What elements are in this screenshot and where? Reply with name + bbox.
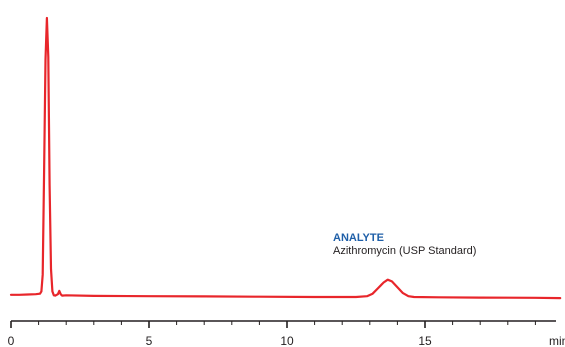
x-axis-ticks: 0 5 10 15 (8, 321, 536, 347)
analyte-annotation-text: Azithromycin (USP Standard) (333, 245, 476, 257)
chromatogram-trace-0 (9, 16, 562, 300)
series-layer (9, 16, 562, 300)
annotation-layer: ANALYTE Azithromycin (USP Standard) (333, 232, 476, 257)
x-tick-label: 10 (280, 334, 294, 347)
x-tick-label: 15 (418, 334, 432, 347)
x-axis-unit-label: min (549, 334, 565, 347)
x-tick-label: 0 (8, 334, 15, 347)
x-tick-label: 5 (146, 334, 153, 347)
analyte-annotation-title: ANALYTE (333, 232, 384, 244)
